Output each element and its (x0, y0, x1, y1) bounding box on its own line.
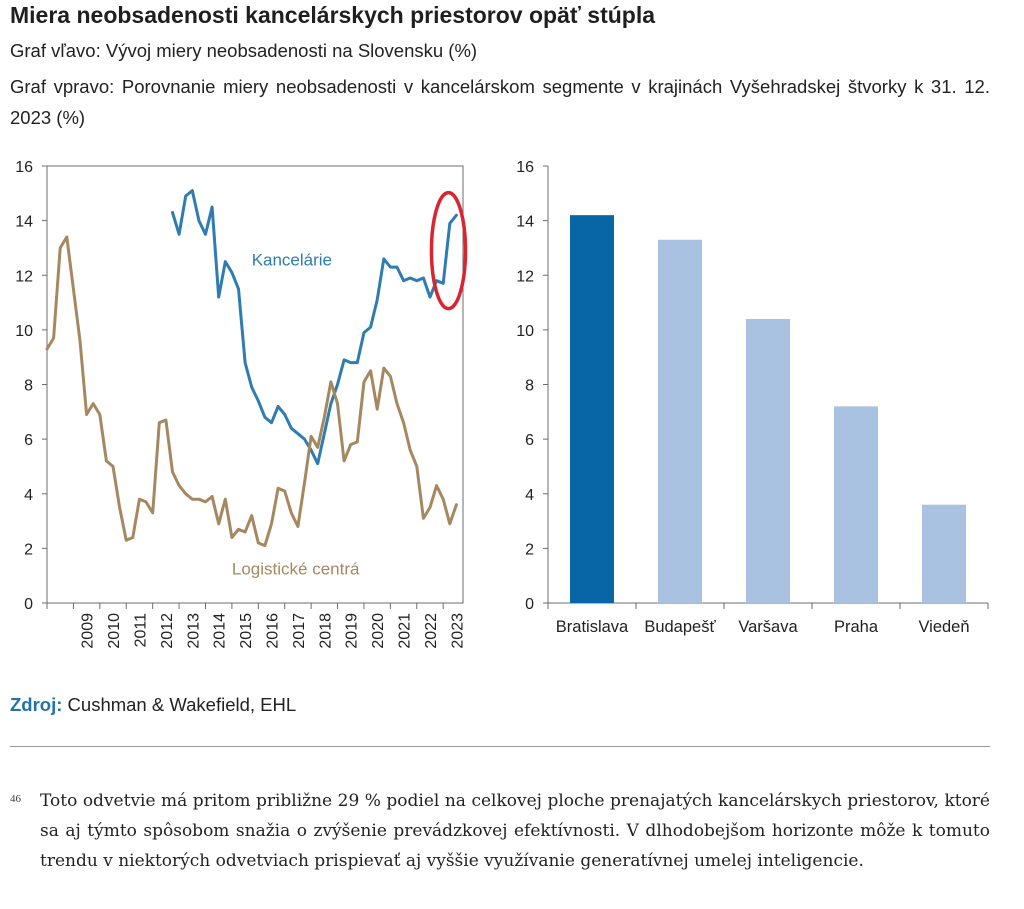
y-tick-label: 12 (516, 268, 534, 285)
x-tick-label: 2013 (185, 613, 202, 649)
footnote-number: 46 (10, 793, 21, 805)
x-tick-label: 2011 (132, 613, 149, 648)
bar-chart: 0 2 4 6 8 10 12 14 16 Bratislava Budapešť Varšava Pr… (516, 159, 989, 636)
x-tick-label: 2021 (397, 613, 414, 649)
category-label: Praha (834, 618, 879, 636)
category-label: Viedeň (918, 618, 969, 636)
x-tick-label: 2016 (265, 613, 282, 649)
y-tick-label: 2 (525, 541, 534, 558)
highlight-ellipse (429, 190, 468, 311)
category-label: Bratislava (556, 618, 629, 636)
y-tick-label: 16 (516, 159, 534, 176)
source-text: Cushman & Wakefield, EHL (62, 694, 297, 715)
y-tick-label: 8 (525, 378, 534, 395)
divider (10, 746, 990, 747)
x-tick-label: 2022 (423, 613, 440, 649)
x-tick-label: 2020 (370, 613, 387, 649)
category-label: Budapešť (644, 618, 716, 636)
y-tick-label: 0 (24, 596, 33, 613)
y-tick-label: 14 (516, 214, 534, 231)
y-tick-label: 10 (15, 323, 33, 340)
x-tick-label: 2014 (212, 613, 229, 649)
bar-budapešť (658, 239, 702, 603)
bar-bratislava (570, 215, 614, 603)
y-tick-label: 0 (525, 596, 534, 613)
source-note: Zdroj: Cushman & Wakefield, EHL (10, 694, 296, 716)
y-tick-label: 14 (15, 214, 33, 231)
x-tick-label: 2017 (291, 613, 308, 649)
y-tick-label: 12 (15, 268, 33, 285)
left-chart-subtitle: Graf vľavo: Vývoj miery neobsadenosti na… (10, 40, 478, 61)
series-label-logisticke-centra: Logistické centrá (232, 559, 360, 578)
page-title: Miera neobsadenosti kancelárskych priest… (10, 2, 656, 28)
bar-varšava (746, 318, 790, 603)
series-line-kancelarie (171, 189, 458, 466)
footnote-text: Toto odvetvie má pritom približne 29 % p… (40, 791, 990, 871)
y-tick-label: 8 (24, 378, 33, 395)
bar-viedeň (922, 504, 966, 603)
series-label-kancelarie: Kancelárie (252, 251, 332, 270)
series-line-logisticke-centra (45, 235, 458, 548)
line-chart: 0 2 4 6 8 10 12 14 16 2009 2010 2011 2012 2013 2014 201… (15, 159, 468, 649)
x-tick-label: 2009 (80, 613, 97, 649)
y-tick-label: 2 (24, 541, 33, 558)
y-tick-label: 16 (15, 159, 33, 176)
plot-frame (46, 165, 464, 604)
y-tick-label: 6 (525, 432, 534, 449)
category-label: Varšava (738, 618, 798, 636)
y-tick-label: 4 (525, 487, 534, 504)
y-tick-label: 6 (24, 432, 33, 449)
x-tick-label: 2015 (238, 613, 255, 649)
x-tick-label: 2012 (159, 613, 176, 649)
bar-praha (834, 406, 878, 603)
source-label: Zdroj: (10, 694, 63, 715)
x-tick-label: 2019 (344, 613, 361, 649)
x-tick-label: 2010 (106, 613, 123, 649)
y-tick-label: 10 (516, 323, 534, 340)
x-tick-label: 2023 (449, 613, 466, 649)
y-tick-label: 4 (24, 487, 33, 504)
x-tick-label: 2018 (317, 613, 334, 649)
right-chart-subtitle: Graf vpravo: Porovnanie miery neobsadeno… (10, 76, 990, 128)
